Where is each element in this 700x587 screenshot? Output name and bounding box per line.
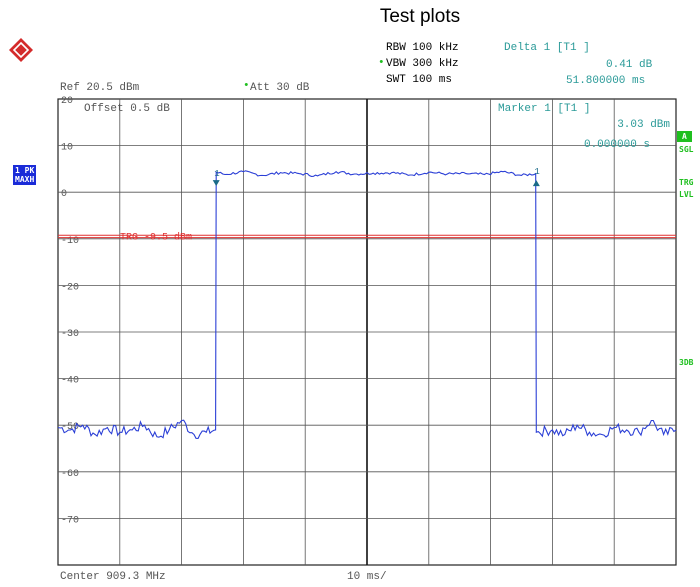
marker-value: 3.03 dBm bbox=[617, 119, 670, 131]
marker-label: Marker 1 [T1 ] bbox=[498, 103, 590, 115]
y-tick-label: -20 bbox=[61, 282, 79, 293]
trigger-level-label: TRG -9.5 dBm bbox=[120, 231, 192, 243]
trace-badge-top: 1 PK bbox=[15, 166, 35, 175]
swt-label: SWT 100 ms bbox=[386, 74, 453, 86]
marker-number: 1 bbox=[534, 167, 539, 177]
delta-time: 51.800000 ms bbox=[566, 75, 646, 87]
trace-mode-badge: 1 PK MAXH bbox=[13, 165, 37, 185]
marker-time: 0.000000 s bbox=[584, 139, 650, 151]
trace-badge-bottom: MAXH bbox=[15, 175, 35, 184]
marker-number: 1 bbox=[214, 169, 219, 179]
y-tick-label: -10 bbox=[61, 236, 79, 247]
trace-line bbox=[57, 170, 677, 439]
span-per-division: 10 ms/ bbox=[347, 571, 387, 583]
delta-value: 0.41 dB bbox=[606, 59, 653, 71]
trg-label: TRG bbox=[679, 178, 694, 187]
center-frequency: Center 909.3 MHz bbox=[60, 571, 166, 583]
page-title: Test plots bbox=[379, 6, 461, 27]
3db-label: 3DB bbox=[679, 358, 694, 367]
marker-triangle bbox=[212, 180, 220, 187]
y-tick-label: -50 bbox=[61, 422, 79, 433]
y-tick-label: -30 bbox=[61, 329, 79, 340]
rbw-label: RBW 100 kHz bbox=[386, 42, 459, 54]
sgl-label: SGL bbox=[679, 145, 694, 154]
ref-level: Ref 20.5 dBm bbox=[60, 82, 140, 94]
lvl-label: LVL bbox=[679, 190, 694, 199]
marker-triangle bbox=[532, 180, 540, 187]
vbw-label: VBW 300 kHz bbox=[386, 58, 459, 70]
y-tick-label: -40 bbox=[61, 376, 79, 387]
y-tick-label: 10 bbox=[61, 143, 73, 154]
y-tick-label: -70 bbox=[61, 515, 79, 526]
y-tick-label: 0 bbox=[61, 189, 67, 200]
delta-label: Delta 1 [T1 ] bbox=[504, 42, 590, 54]
vbw-marker-dot: • bbox=[378, 57, 385, 69]
attenuation: Att 30 dB bbox=[250, 82, 310, 94]
a-badge: A bbox=[677, 131, 692, 142]
y-tick-label: -60 bbox=[61, 469, 79, 480]
offset-label: Offset 0.5 dB bbox=[84, 103, 170, 115]
rs-logo bbox=[9, 38, 33, 62]
att-marker-dot: • bbox=[243, 80, 250, 92]
y-tick-label: 20 bbox=[61, 96, 73, 107]
